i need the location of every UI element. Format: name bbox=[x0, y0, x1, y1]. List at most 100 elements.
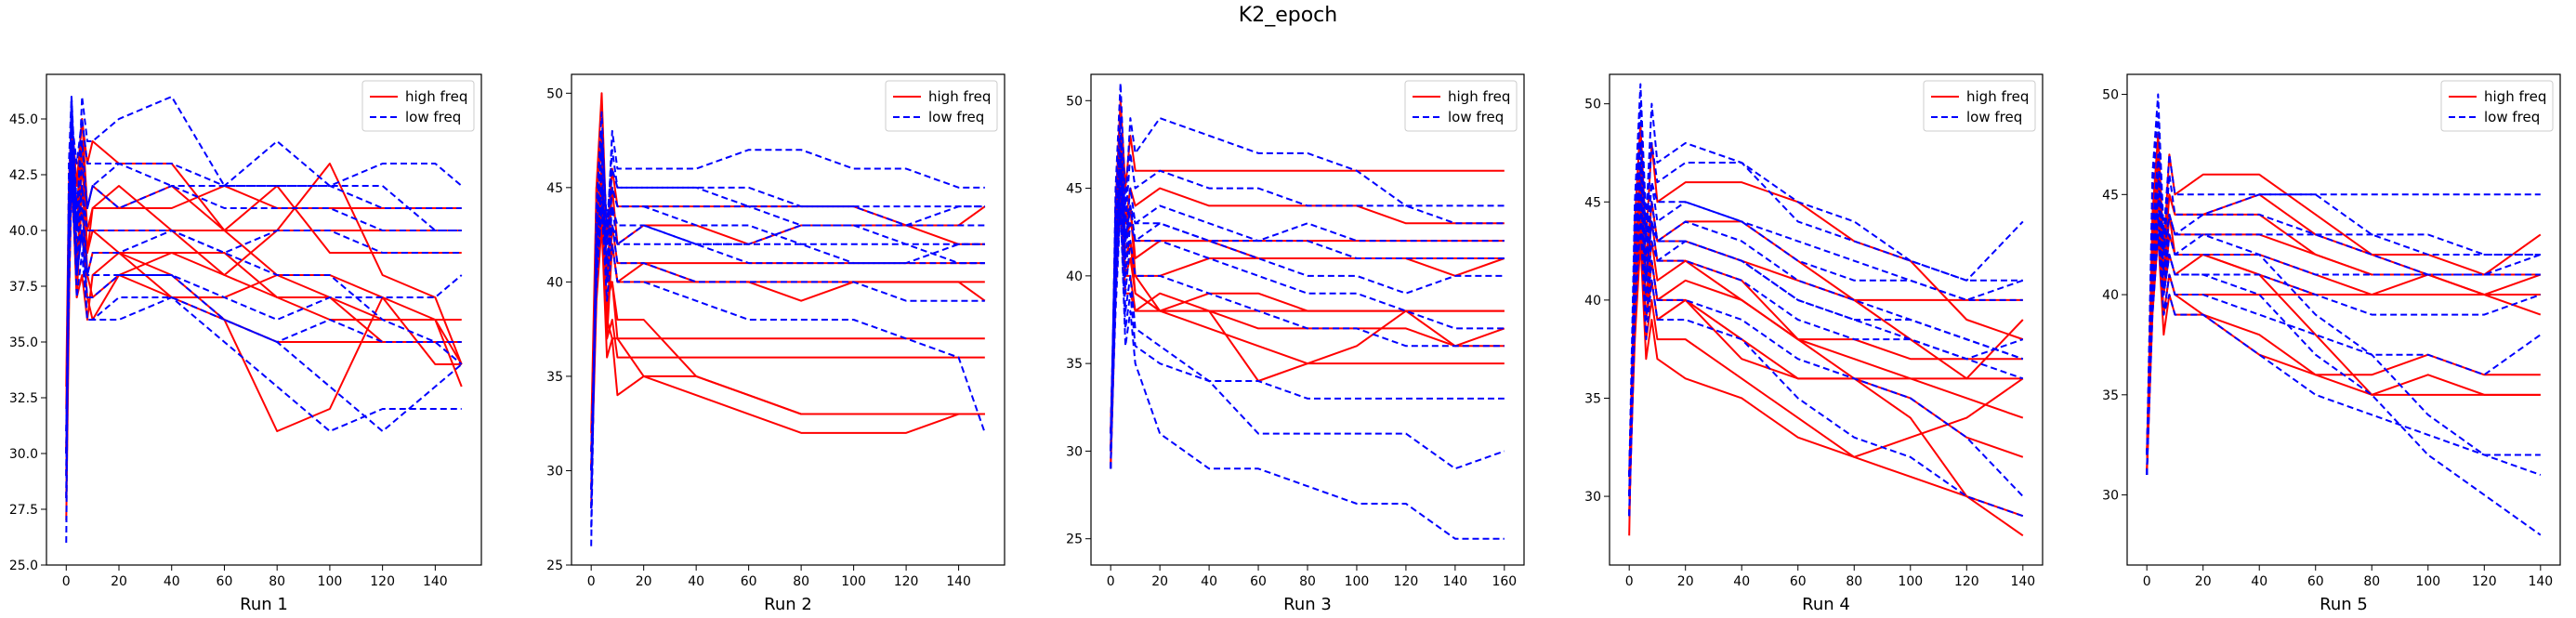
legend-low-freq-label: low freq bbox=[405, 109, 461, 125]
high-freq-line-6 bbox=[1628, 201, 2024, 537]
x-tick-label: 100 bbox=[841, 574, 866, 589]
axes-frame bbox=[571, 73, 1005, 566]
y-tick-label: 50 bbox=[546, 86, 563, 101]
low-freq-line-19 bbox=[65, 118, 462, 454]
x-tick-label: 60 bbox=[1250, 574, 1267, 589]
y-tick-label: 45.0 bbox=[9, 112, 38, 127]
y-tick-label: 40 bbox=[546, 275, 563, 290]
x-axis-label: Run 5 bbox=[2320, 595, 2368, 614]
low-freq-line-13 bbox=[65, 96, 462, 477]
x-tick-label: 120 bbox=[1394, 574, 1419, 589]
x-tick-label: 80 bbox=[2363, 574, 2380, 589]
x-tick-label: 120 bbox=[2472, 574, 2497, 589]
series-group bbox=[2146, 93, 2542, 536]
x-tick-label: 60 bbox=[2307, 574, 2324, 589]
low-freq-line-14 bbox=[1110, 151, 1505, 452]
legend-high-freq-label: high freq bbox=[928, 88, 991, 105]
low-freq-line-13 bbox=[2146, 153, 2541, 476]
low-freq-line-19 bbox=[2146, 193, 2541, 476]
low-freq-line-18 bbox=[1628, 162, 2024, 497]
x-tick-label: 100 bbox=[318, 574, 343, 589]
x-tick-label: 140 bbox=[2528, 574, 2553, 589]
y-tick-label: 50 bbox=[2102, 88, 2119, 103]
x-axis-label: Run 2 bbox=[764, 595, 812, 614]
low-freq-line-15 bbox=[1110, 169, 1505, 469]
low-freq-line-18 bbox=[590, 205, 986, 471]
x-axis-label: Run 1 bbox=[240, 595, 288, 614]
high-freq-line-3 bbox=[590, 149, 985, 433]
x-tick-label: 140 bbox=[423, 574, 448, 589]
subplot-run-2: 0 20 40 60 80 100 120 140 25 30 35 40 45 50 Run 2 high … bbox=[546, 73, 1005, 614]
low-freq-line-19 bbox=[1628, 181, 2024, 477]
y-tick-label: 25 bbox=[1066, 533, 1083, 547]
legend-low-freq-label: low freq bbox=[928, 109, 984, 125]
y-tick-label: 50 bbox=[1066, 94, 1083, 109]
low-freq-line-20 bbox=[590, 186, 985, 471]
x-axis-label: Run 3 bbox=[1283, 595, 1332, 614]
y-tick-label: 30.0 bbox=[9, 447, 38, 462]
low-freq-line-20 bbox=[1628, 141, 2023, 517]
x-axis-label: Run 4 bbox=[1802, 595, 1850, 614]
legend: high freq low freq bbox=[885, 80, 998, 132]
low-freq-line-14 bbox=[2146, 173, 2542, 455]
x-tick-label: 0 bbox=[587, 574, 596, 589]
low-freq-line-20 bbox=[1110, 151, 1505, 434]
y-tick-label: 25 bbox=[546, 559, 563, 573]
low-freq-line-19 bbox=[590, 149, 985, 509]
high-freq-line-10 bbox=[1628, 220, 2024, 517]
y-tick-label: 40 bbox=[1066, 270, 1083, 284]
low-freq-line-13 bbox=[590, 149, 985, 509]
x-tick-label: 100 bbox=[1898, 574, 1923, 589]
series-group bbox=[65, 96, 463, 544]
series-group bbox=[1110, 82, 1505, 540]
x-tick-label: 0 bbox=[62, 574, 71, 589]
figure-title: K2_epoch bbox=[1238, 4, 1338, 27]
low-freq-line-16 bbox=[2146, 213, 2542, 455]
legend-high-freq-label: high freq bbox=[405, 88, 467, 105]
legend-box bbox=[361, 80, 475, 132]
y-tick-label: 45 bbox=[1066, 182, 1083, 197]
legend: high freq low freq bbox=[1404, 80, 1518, 132]
low-freq-line-13 bbox=[1110, 135, 1505, 434]
y-tick-label: 40 bbox=[2102, 288, 2119, 303]
x-tick-label: 100 bbox=[1345, 574, 1370, 589]
x-tick-label: 20 bbox=[111, 574, 127, 589]
y-tick-label: 42.5 bbox=[9, 168, 38, 183]
low-freq-line-14 bbox=[590, 167, 985, 490]
legend-box bbox=[2440, 80, 2554, 132]
high-freq-line-10 bbox=[590, 205, 985, 453]
high-freq-line-3 bbox=[1110, 151, 1505, 434]
low-freq-line-15 bbox=[590, 186, 985, 471]
x-tick-label: 120 bbox=[370, 574, 395, 589]
low-freq-line-11 bbox=[2146, 93, 2541, 476]
x-tick-label: 40 bbox=[1733, 574, 1750, 589]
x-tick-label: 60 bbox=[1790, 574, 1807, 589]
high-freq-line-7 bbox=[2146, 233, 2541, 476]
high-freq-line-1 bbox=[1110, 99, 1505, 469]
high-freq-line-9 bbox=[2146, 173, 2541, 455]
x-tick-label: 80 bbox=[269, 574, 285, 589]
subplot-run-3: 0 20 40 60 80 100 120 140 160 25 30 35 40 45 50 Run 3 hi… bbox=[1066, 73, 1525, 614]
x-tick-label: 160 bbox=[1492, 574, 1517, 589]
axes-frame bbox=[1609, 73, 2044, 566]
legend-low-freq-label: low freq bbox=[1966, 109, 2022, 125]
x-tick-label: 80 bbox=[793, 574, 809, 589]
axes-frame bbox=[2126, 73, 2561, 566]
y-tick-label: 30 bbox=[2102, 489, 2119, 504]
subplot-run-4: 0 20 40 60 80 100 120 140 30 35 40 45 50 Run 4 high fr… bbox=[1584, 73, 2044, 614]
legend-box bbox=[1923, 80, 2036, 132]
x-tick-label: 40 bbox=[688, 574, 704, 589]
high-freq-line-2 bbox=[1110, 135, 1505, 452]
y-tick-label: 45 bbox=[2102, 188, 2119, 203]
legend-low-freq-label: low freq bbox=[2484, 109, 2540, 125]
y-tick-label: 32.5 bbox=[9, 391, 38, 406]
high-freq-line-8 bbox=[1628, 240, 2024, 497]
low-freq-line-12 bbox=[1628, 102, 2023, 497]
x-tick-label: 60 bbox=[217, 574, 233, 589]
low-freq-line-17 bbox=[1110, 204, 1505, 540]
x-tick-label: 60 bbox=[741, 574, 757, 589]
high-freq-line-9 bbox=[1110, 135, 1505, 452]
series-group bbox=[590, 92, 986, 546]
x-tick-label: 20 bbox=[1677, 574, 1694, 589]
x-tick-label: 0 bbox=[1625, 574, 1634, 589]
